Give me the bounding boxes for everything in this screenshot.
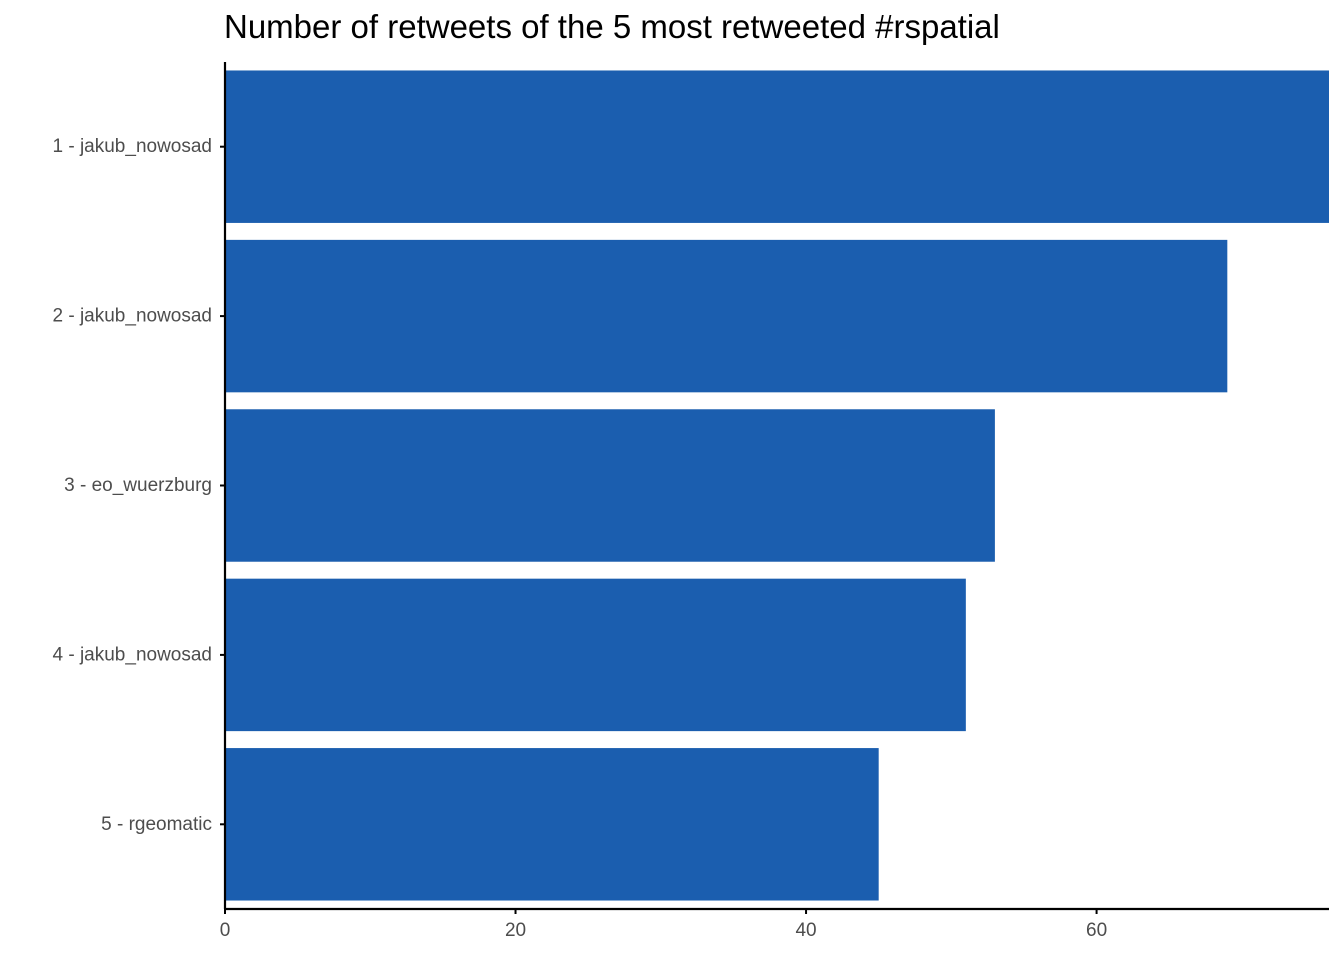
y-tick-label: 5 - rgeomatic [101, 814, 212, 835]
x-tick-label: 20 [505, 920, 526, 941]
bar [225, 748, 879, 901]
y-tick-label: 3 - eo_wuerzburg [64, 475, 212, 496]
y-tick-label: 2 - jakub_nowosad [53, 306, 213, 327]
x-tick-label: 60 [1086, 920, 1107, 941]
y-tick-label: 4 - jakub_nowosad [53, 644, 213, 665]
chart-title: Number of retweets of the 5 most retweet… [224, 8, 1000, 45]
x-tick-label: 0 [220, 920, 231, 941]
bar [225, 70, 1329, 223]
x-tick-label: 40 [795, 920, 816, 941]
bar [225, 578, 966, 732]
bar [225, 409, 995, 562]
y-tick-label: 1 - jakub_nowosad [53, 136, 213, 157]
bar [225, 239, 1228, 393]
